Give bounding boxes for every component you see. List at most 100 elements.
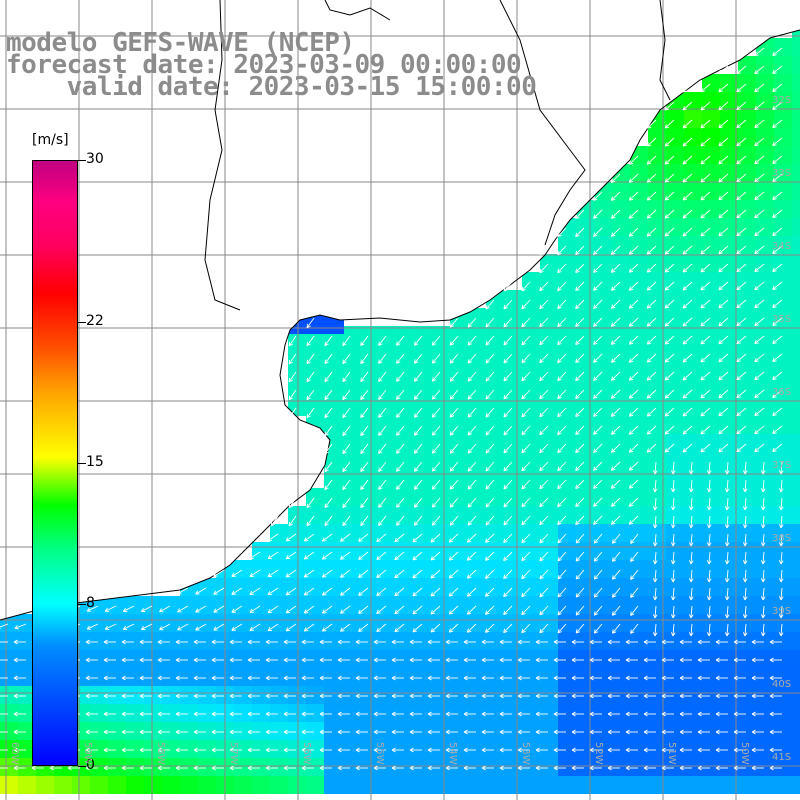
wind-arrow bbox=[283, 747, 296, 753]
wind-cell bbox=[702, 362, 720, 380]
wind-arrow bbox=[409, 747, 422, 753]
wind-cell bbox=[252, 686, 270, 704]
wind-arrow bbox=[607, 729, 620, 735]
wind-arrow bbox=[211, 765, 224, 771]
wind-cell bbox=[234, 596, 252, 614]
wind-arrow bbox=[378, 425, 387, 436]
wind-arrow bbox=[499, 693, 512, 699]
wind-cell bbox=[90, 668, 108, 686]
wind-arrow bbox=[628, 173, 639, 183]
wind-cell bbox=[738, 236, 756, 254]
wind-arrow bbox=[718, 371, 729, 381]
wind-arrow bbox=[679, 657, 692, 663]
wind-cell bbox=[396, 470, 414, 488]
wind-arrow bbox=[360, 497, 369, 508]
wind-arrow bbox=[396, 407, 405, 418]
wind-arrow bbox=[628, 281, 639, 291]
wind-cell bbox=[450, 668, 468, 686]
wind-cell bbox=[702, 416, 720, 434]
wind-cell bbox=[558, 758, 576, 776]
wind-arrow bbox=[503, 533, 513, 544]
wind-cell bbox=[612, 614, 630, 632]
wind-arrow bbox=[485, 569, 495, 579]
wind-cell bbox=[90, 704, 108, 722]
wind-cell bbox=[126, 704, 144, 722]
wind-arrow bbox=[521, 353, 531, 364]
wind-cell bbox=[774, 38, 792, 56]
wind-cell bbox=[360, 398, 378, 416]
wind-arrow bbox=[267, 605, 279, 614]
wind-arrow bbox=[139, 747, 152, 753]
wind-arrow bbox=[467, 515, 477, 526]
wind-arrow bbox=[682, 317, 693, 327]
wind-arrow bbox=[661, 729, 674, 735]
wind-arrow bbox=[303, 551, 315, 560]
wind-arrow bbox=[736, 425, 747, 435]
wind-arrow bbox=[376, 605, 387, 615]
wind-cell bbox=[486, 668, 504, 686]
wind-arrow bbox=[742, 605, 748, 619]
wind-cell bbox=[450, 470, 468, 488]
wind-arrow bbox=[539, 245, 549, 256]
wind-arrow bbox=[463, 747, 476, 753]
wind-cell bbox=[414, 542, 432, 560]
wind-arrow bbox=[557, 317, 567, 328]
wind-arrow bbox=[319, 693, 332, 699]
wind-cell bbox=[720, 128, 738, 146]
wind-arrow bbox=[736, 245, 747, 255]
wind-arrow bbox=[85, 639, 98, 645]
wind-cell bbox=[432, 344, 450, 362]
wind-cell bbox=[756, 398, 774, 416]
wind-cell bbox=[288, 614, 306, 632]
wind-arrow bbox=[13, 711, 26, 717]
wind-arrow bbox=[396, 497, 405, 508]
wind-cell bbox=[792, 434, 800, 452]
wind-arrow bbox=[466, 623, 477, 633]
wind-cell bbox=[306, 524, 324, 542]
wind-arrow bbox=[610, 227, 621, 237]
wind-arrow bbox=[448, 569, 459, 579]
wind-arrow bbox=[342, 515, 351, 527]
wind-cell bbox=[378, 632, 396, 650]
wind-arrow bbox=[593, 461, 603, 471]
wind-arrow bbox=[664, 227, 675, 237]
wind-arrow bbox=[517, 747, 530, 753]
wind-cell bbox=[558, 632, 576, 650]
wind-arrow bbox=[706, 497, 712, 511]
wind-cell bbox=[360, 542, 378, 560]
wind-cell bbox=[450, 362, 468, 380]
wind-arrow bbox=[700, 299, 711, 309]
wind-cell bbox=[360, 650, 378, 668]
wind-arrow bbox=[521, 605, 531, 616]
wind-arrow bbox=[485, 335, 495, 346]
wind-arrow bbox=[360, 407, 369, 418]
wind-arrow bbox=[355, 729, 368, 735]
wind-cell bbox=[450, 722, 468, 740]
wind-cell bbox=[90, 722, 108, 740]
wind-arrow bbox=[270, 371, 279, 383]
wind-cell bbox=[162, 758, 180, 776]
wind-cell bbox=[522, 776, 540, 794]
wind-cell bbox=[342, 506, 360, 524]
wind-arrow bbox=[700, 335, 711, 345]
wind-cell bbox=[342, 488, 360, 506]
wind-cell bbox=[756, 758, 774, 776]
wind-arrow bbox=[288, 407, 297, 419]
wind-cell bbox=[756, 776, 774, 794]
wind-cell bbox=[648, 758, 666, 776]
wind-arrow bbox=[503, 551, 513, 562]
wind-cell bbox=[270, 776, 288, 794]
wind-cell bbox=[576, 776, 594, 794]
wind-cell bbox=[18, 776, 36, 794]
wind-cell bbox=[774, 524, 792, 542]
wind-arrow bbox=[481, 675, 494, 681]
wind-cell bbox=[324, 758, 342, 776]
wind-arrow bbox=[610, 335, 621, 345]
wind-cell bbox=[324, 452, 342, 470]
wind-cell bbox=[342, 704, 360, 722]
wind-arrow bbox=[682, 371, 693, 381]
wind-arrow bbox=[340, 551, 351, 560]
wind-arrow bbox=[778, 515, 784, 529]
wind-arrow bbox=[517, 639, 530, 645]
wind-cell bbox=[630, 722, 648, 740]
